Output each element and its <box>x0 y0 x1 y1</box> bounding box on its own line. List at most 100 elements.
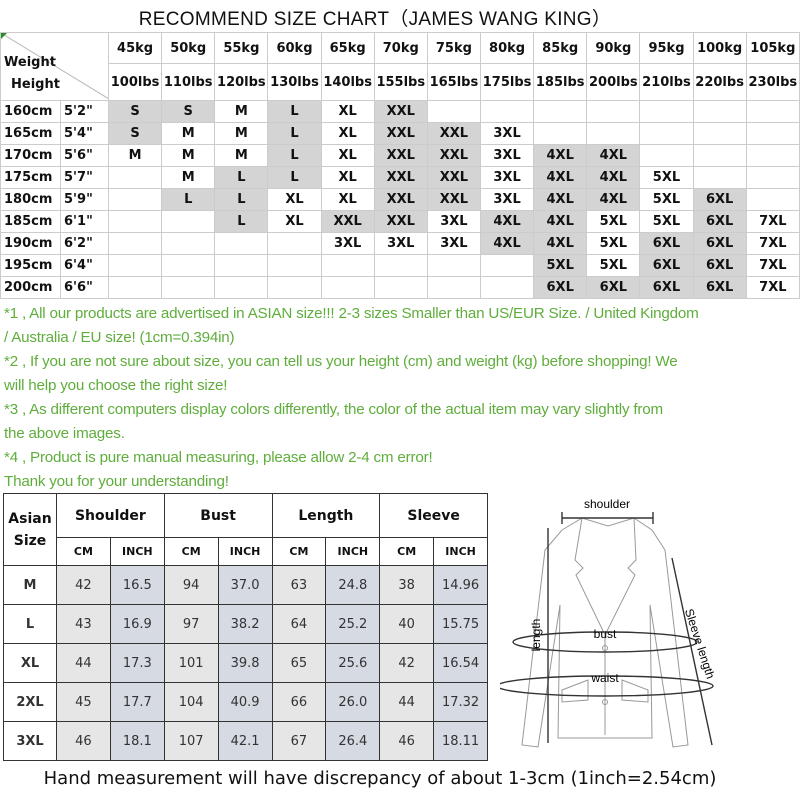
height-cm: 185cm <box>0 210 61 233</box>
measurement-cell: 38 <box>379 565 435 605</box>
measurement-cell: 16.54 <box>433 643 488 683</box>
size-cell <box>267 276 322 299</box>
height-cm: 195cm <box>0 254 61 277</box>
jacket-diagram: shoulder length bust waist Sleeve length <box>500 497 715 748</box>
size-cell: XXL <box>426 122 481 145</box>
size-cell <box>533 100 588 123</box>
diagram-label-waist: waist <box>590 671 619 685</box>
size-cell <box>745 100 800 123</box>
size-cell: 6XL <box>692 276 747 299</box>
height-ft: 6'2" <box>60 232 109 255</box>
measurement-cell: 43 <box>56 604 111 644</box>
size-cell <box>320 276 375 299</box>
size-cell: L <box>267 144 322 167</box>
page-title: RECOMMEND SIZE CHART（JAMES WANG KING） <box>138 9 612 30</box>
measurement-cell: 40.9 <box>217 682 273 722</box>
size-cell: XL <box>320 188 375 211</box>
height-cm: 190cm <box>0 232 61 255</box>
size-cell: XXL <box>320 210 375 233</box>
note-line: / Australia / EU size! (1cm=0.394in) <box>4 329 235 346</box>
size-cell: 5XL <box>586 232 641 255</box>
weight-lbs-header: 140lbs <box>320 63 375 101</box>
size-cell <box>426 254 481 277</box>
size-cell: XL <box>267 188 322 211</box>
size-label: L <box>3 604 57 644</box>
size-cell: L <box>267 100 322 123</box>
weight-kg-header: 90kg <box>586 32 641 64</box>
size-cell <box>479 254 535 277</box>
size-cell: 6XL <box>692 210 747 233</box>
group-header-sleeve: Sleeve <box>379 493 488 538</box>
size-cell: XXL <box>373 122 428 145</box>
size-cell: 4XL <box>479 210 535 233</box>
diagram-label-shoulder: shoulder <box>584 497 630 511</box>
size-cell <box>426 276 481 299</box>
size-cell <box>107 210 163 233</box>
size-cell: 6XL <box>586 276 641 299</box>
measurement-cell: 66 <box>271 682 327 722</box>
size-cell <box>745 122 800 145</box>
size-cell: 3XL <box>479 122 535 145</box>
note-line: *2 , If you are not sure about size, you… <box>4 353 678 370</box>
weight-lbs-header: 200lbs <box>586 63 641 101</box>
size-cell <box>586 100 641 123</box>
measurement-cell: 16.9 <box>109 604 165 644</box>
unit-header: INCH <box>217 537 273 566</box>
measurement-cell: 17.7 <box>109 682 165 722</box>
size-cell <box>692 144 747 167</box>
table-row: 160cm 5'2" S S M L XL XXL <box>0 100 800 123</box>
corner-label-weight: Weight <box>4 55 56 70</box>
weight-lbs-header: 155lbs <box>373 63 428 101</box>
size-cell <box>214 232 269 255</box>
weight-kg-header: 105kg <box>745 32 800 64</box>
size-cell <box>745 188 800 211</box>
measurement-cell: 101 <box>163 643 219 683</box>
measurement-cell: 64 <box>271 604 327 644</box>
table-row: 175cm 5'7" M L L XL XXL XXL 3XL 4XL 4XL 5XL <box>0 166 800 189</box>
size-cell: XXL <box>426 188 481 211</box>
size-cell: 5XL <box>586 254 641 277</box>
unit-header: CM <box>379 537 435 566</box>
size-cell: 7XL <box>745 254 800 277</box>
height-cm: 175cm <box>0 166 61 189</box>
size-cell: M <box>161 122 216 145</box>
weight-lbs-header: 100lbs <box>107 63 163 101</box>
height-cm: 180cm <box>0 188 61 211</box>
note-line: will help you choose the right size! <box>4 377 228 394</box>
measurement-cell: 38.2 <box>217 604 273 644</box>
size-cell: 3XL <box>373 232 428 255</box>
weight-lbs-header: 130lbs <box>267 63 322 101</box>
size-cell: M <box>161 144 216 167</box>
size-cell <box>373 276 428 299</box>
unit-row: CM INCH CM INCH CM INCH CM INCH <box>4 537 488 566</box>
diagram-label-bust: bust <box>594 627 617 641</box>
height-ft: 6'1" <box>60 210 109 233</box>
measurement-cell: 42 <box>56 565 111 605</box>
size-cell: XXL <box>373 188 428 211</box>
size-cell: 6XL <box>692 254 747 277</box>
size-cell: 4XL <box>586 188 641 211</box>
height-ft: 5'2" <box>60 100 109 123</box>
measurement-cell: 17.32 <box>433 682 488 722</box>
size-cell: 5XL <box>586 210 641 233</box>
size-cell: 7XL <box>745 276 800 299</box>
size-label: M <box>3 565 57 605</box>
size-recommendation-table: Weight Height 45kg 50kg 55kg 60kg 65kg 70kg 75kg… <box>0 32 800 299</box>
size-cell: 4XL <box>479 232 535 255</box>
measurement-cell: 94 <box>163 565 219 605</box>
size-cell: 6XL <box>692 188 747 211</box>
table-row: 165cm 5'4" S M M L XL XXL XXL 3XL <box>0 122 800 145</box>
size-cell <box>320 254 375 277</box>
size-cell: 5XL <box>639 188 694 211</box>
size-cell: XXL <box>373 210 428 233</box>
size-cell <box>745 144 800 167</box>
size-cell <box>161 276 216 299</box>
size-cell <box>161 210 216 233</box>
size-cell: XXL <box>426 166 481 189</box>
size-cell: 7XL <box>745 232 800 255</box>
size-cell: 3XL <box>479 188 535 211</box>
size-cell <box>479 276 535 299</box>
weight-lbs-header: 220lbs <box>692 63 747 101</box>
size-cell: 3XL <box>426 210 481 233</box>
size-cell: 6XL <box>639 276 694 299</box>
